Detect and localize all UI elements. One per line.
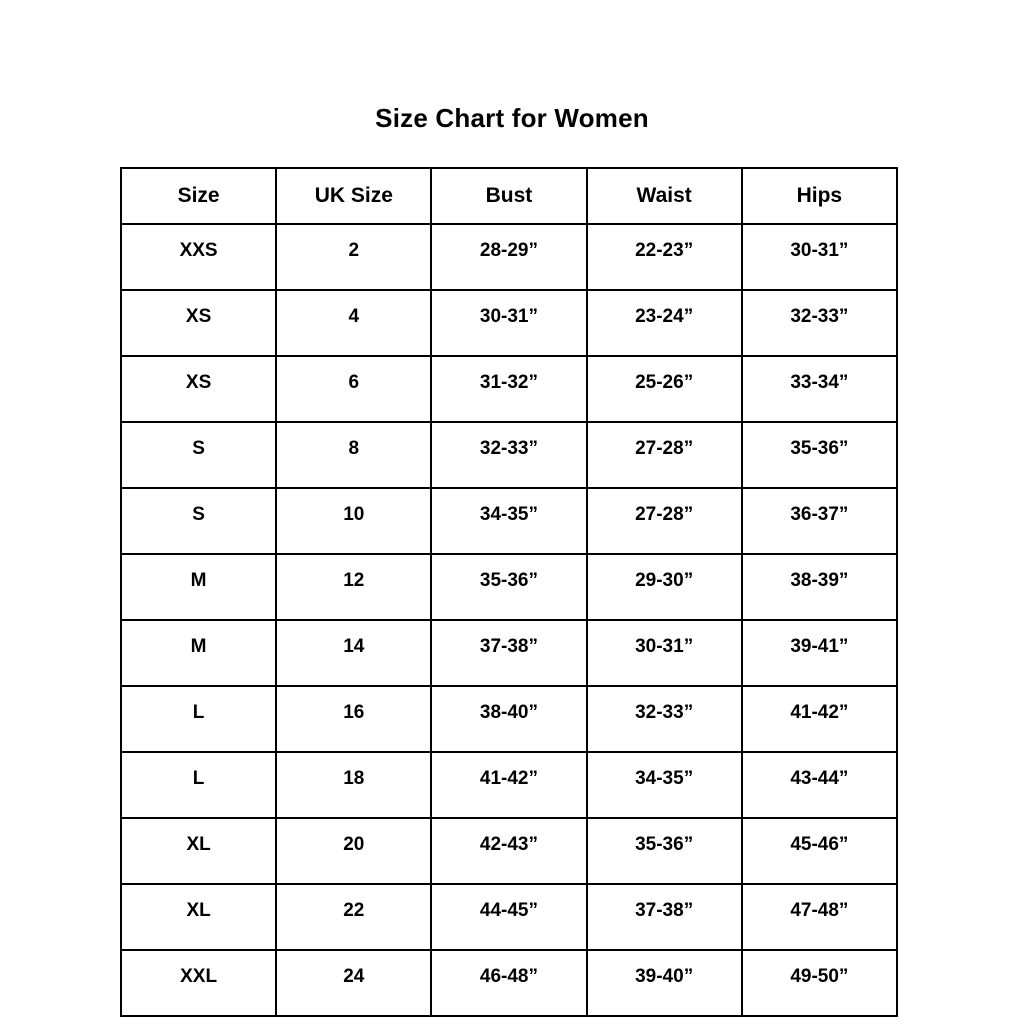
cell-hips: 41-42” — [740, 685, 899, 753]
cell-size: S — [119, 487, 278, 555]
cell-hips: 38-39” — [740, 553, 899, 621]
cell-hips: 39-41” — [740, 619, 899, 687]
cell-bust: 31-32” — [430, 355, 588, 423]
cell-bust: 30-31” — [430, 289, 588, 357]
table-row: XXL 24 46-48” 39-40” 49-50” — [119, 949, 899, 1017]
header-bust: Bust — [430, 167, 588, 225]
cell-uk-size: 10 — [275, 487, 433, 555]
cell-waist: 35-36” — [585, 817, 743, 885]
cell-waist: 34-35” — [585, 751, 743, 819]
cell-waist: 39-40” — [585, 949, 743, 1017]
cell-hips: 43-44” — [740, 751, 899, 819]
table-row: XS 6 31-32” 25-26” 33-34” — [119, 355, 899, 423]
cell-waist: 23-24” — [585, 289, 743, 357]
cell-size: S — [119, 421, 278, 489]
table-row: XL 22 44-45” 37-38” 47-48” — [119, 883, 899, 951]
cell-uk-size: 2 — [275, 223, 433, 291]
header-waist: Waist — [585, 167, 743, 225]
cell-size: L — [119, 685, 278, 753]
table-row: M 12 35-36” 29-30” 38-39” — [119, 553, 899, 621]
cell-uk-size: 22 — [275, 883, 433, 951]
cell-bust: 28-29” — [430, 223, 588, 291]
cell-hips: 47-48” — [740, 883, 899, 951]
header-hips: Hips — [740, 167, 899, 225]
table-row: XL 20 42-43” 35-36” 45-46” — [119, 817, 899, 885]
cell-hips: 33-34” — [740, 355, 899, 423]
table-row: S 10 34-35” 27-28” 36-37” — [119, 487, 899, 555]
cell-bust: 34-35” — [430, 487, 588, 555]
header-size: Size — [119, 167, 278, 225]
table-row: S 8 32-33” 27-28” 35-36” — [119, 421, 899, 489]
cell-hips: 32-33” — [740, 289, 899, 357]
cell-bust: 37-38” — [430, 619, 588, 687]
cell-bust: 38-40” — [430, 685, 588, 753]
cell-bust: 42-43” — [430, 817, 588, 885]
cell-size: XS — [119, 289, 278, 357]
size-chart-table: Size UK Size Bust Waist Hips XXS 2 28-29… — [119, 167, 899, 1017]
cell-uk-size: 20 — [275, 817, 433, 885]
cell-hips: 45-46” — [740, 817, 899, 885]
cell-waist: 29-30” — [585, 553, 743, 621]
cell-size: M — [119, 619, 278, 687]
header-row: Size UK Size Bust Waist Hips — [119, 167, 899, 225]
cell-waist: 27-28” — [585, 487, 743, 555]
table-row: L 16 38-40” 32-33” 41-42” — [119, 685, 899, 753]
cell-uk-size: 16 — [275, 685, 433, 753]
cell-waist: 32-33” — [585, 685, 743, 753]
cell-uk-size: 8 — [275, 421, 433, 489]
cell-waist: 27-28” — [585, 421, 743, 489]
cell-waist: 22-23” — [585, 223, 743, 291]
table-row: M 14 37-38” 30-31” 39-41” — [119, 619, 899, 687]
cell-uk-size: 6 — [275, 355, 433, 423]
cell-uk-size: 4 — [275, 289, 433, 357]
cell-uk-size: 14 — [275, 619, 433, 687]
header-uk-size: UK Size — [275, 167, 433, 225]
cell-hips: 49-50” — [740, 949, 899, 1017]
cell-bust: 35-36” — [430, 553, 588, 621]
cell-hips: 35-36” — [740, 421, 899, 489]
cell-uk-size: 24 — [275, 949, 433, 1017]
table-header: Size UK Size Bust Waist Hips — [119, 167, 899, 225]
cell-bust: 46-48” — [430, 949, 588, 1017]
cell-hips: 30-31” — [740, 223, 899, 291]
table-row: XS 4 30-31” 23-24” 32-33” — [119, 289, 899, 357]
cell-bust: 44-45” — [430, 883, 588, 951]
table-body: XXS 2 28-29” 22-23” 30-31” XS 4 30-31” 2… — [119, 223, 899, 1017]
cell-waist: 30-31” — [585, 619, 743, 687]
cell-size: XL — [119, 883, 278, 951]
cell-size: L — [119, 751, 278, 819]
page-title: Size Chart for Women — [375, 103, 649, 133]
cell-uk-size: 12 — [275, 553, 433, 621]
cell-bust: 32-33” — [430, 421, 588, 489]
cell-waist: 25-26” — [585, 355, 743, 423]
cell-size: XXS — [119, 223, 278, 291]
cell-uk-size: 18 — [275, 751, 433, 819]
cell-size: M — [119, 553, 278, 621]
cell-size: XL — [119, 817, 278, 885]
table-row: L 18 41-42” 34-35” 43-44” — [119, 751, 899, 819]
cell-bust: 41-42” — [430, 751, 588, 819]
table-row: XXS 2 28-29” 22-23” 30-31” — [119, 223, 899, 291]
cell-size: XXL — [119, 949, 278, 1017]
cell-size: XS — [119, 355, 278, 423]
cell-hips: 36-37” — [740, 487, 899, 555]
cell-waist: 37-38” — [585, 883, 743, 951]
